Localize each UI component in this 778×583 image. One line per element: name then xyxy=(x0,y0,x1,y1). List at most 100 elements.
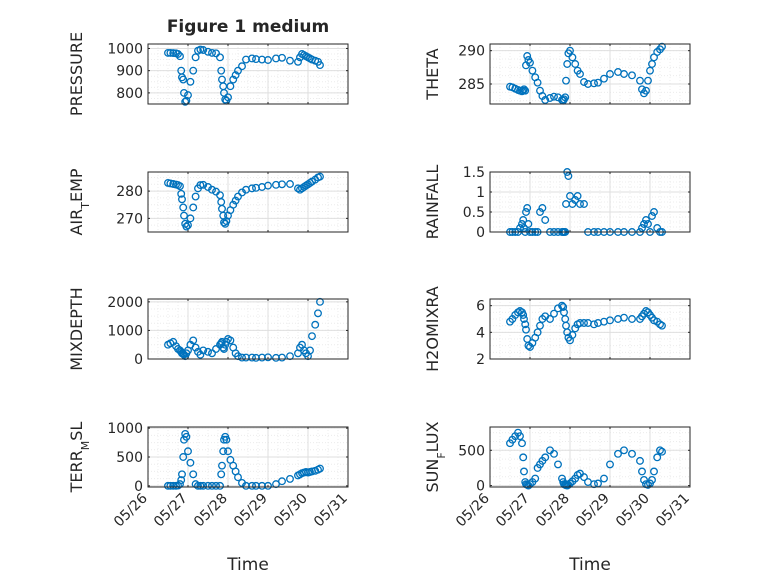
data-point xyxy=(231,196,240,205)
data-point xyxy=(571,324,580,333)
data-point xyxy=(191,343,200,352)
y-axis-label: MIXDEPTH xyxy=(67,287,86,370)
data-point xyxy=(212,345,220,353)
data-point xyxy=(177,476,186,485)
subplot-sun_flux: 0 500 05/26 05/27 05/28 05/29 05/30 05/31 SUNFLU… xyxy=(423,421,693,575)
data-point xyxy=(571,60,580,68)
data-point xyxy=(536,321,544,330)
data-point xyxy=(180,211,188,220)
data-point xyxy=(580,78,588,86)
data-point xyxy=(208,349,216,358)
data-point xyxy=(217,470,226,479)
y-tick-label: 1000 xyxy=(107,421,143,437)
data-point xyxy=(182,432,191,441)
data-point xyxy=(264,181,272,190)
data-point xyxy=(286,474,294,483)
data-point xyxy=(523,204,532,212)
data-point xyxy=(636,76,644,85)
data-point xyxy=(550,309,558,318)
data-point xyxy=(580,319,588,327)
data-point xyxy=(196,181,205,190)
data-point xyxy=(642,86,650,95)
data-point xyxy=(186,77,195,86)
data-point xyxy=(191,192,200,201)
data-point xyxy=(533,328,542,337)
data-point xyxy=(568,331,577,339)
data-point xyxy=(194,481,202,490)
x-tick-label: 05/30 xyxy=(271,491,311,531)
axes-box xyxy=(489,43,691,105)
data-point xyxy=(234,473,242,482)
data-point xyxy=(226,336,235,345)
x-tick-label: 05/26 xyxy=(111,490,151,530)
data-point xyxy=(164,481,172,490)
data-point xyxy=(238,353,246,362)
data-point xyxy=(204,481,212,490)
data-point xyxy=(628,449,636,458)
data-point xyxy=(179,203,188,212)
data-point xyxy=(208,481,216,490)
data-point xyxy=(181,97,190,106)
data-point xyxy=(600,474,608,483)
data-point xyxy=(229,75,238,84)
data-point xyxy=(248,184,256,193)
y-tick-label: 0 xyxy=(134,352,143,368)
data-point xyxy=(526,343,534,351)
axes-box xyxy=(489,298,691,360)
data-point xyxy=(576,70,584,78)
data-point xyxy=(518,439,526,448)
data-point xyxy=(580,200,588,208)
x-tick-label: 05/29 xyxy=(231,491,271,531)
data-point xyxy=(566,192,574,200)
data-point xyxy=(177,189,186,198)
data-point xyxy=(644,220,652,228)
data-point xyxy=(212,49,220,58)
subplot-rainfall: 0 0.5 1 1.5 RAINFALL xyxy=(423,165,691,241)
data-point xyxy=(199,346,208,355)
data-point xyxy=(224,447,232,456)
y-tick-label: 1 xyxy=(476,185,485,201)
data-point xyxy=(234,192,242,201)
data-point xyxy=(541,216,550,224)
data-point xyxy=(640,475,648,484)
y-tick-label: 6 xyxy=(476,299,485,315)
data-point xyxy=(316,464,324,473)
data-point xyxy=(520,315,528,323)
data-point xyxy=(220,345,228,353)
data-point xyxy=(218,461,226,470)
data-point xyxy=(522,208,530,216)
data-point xyxy=(561,93,570,102)
data-point xyxy=(580,473,588,482)
data-point xyxy=(658,447,666,456)
data-point xyxy=(650,467,658,476)
x-tick-label: 05/31 xyxy=(653,491,693,531)
y-axis-label: THETA xyxy=(423,48,442,100)
data-point xyxy=(519,453,528,462)
data-point xyxy=(644,480,652,489)
data-point xyxy=(528,66,537,75)
data-point xyxy=(176,52,184,61)
data-point xyxy=(520,85,528,94)
data-point xyxy=(638,85,646,94)
data-point xyxy=(278,53,286,62)
data-point xyxy=(546,94,554,102)
y-tick-label: 280 xyxy=(116,184,143,200)
data-point xyxy=(222,435,231,444)
data-point xyxy=(199,180,208,189)
data-point xyxy=(620,70,628,78)
data-point xyxy=(546,315,554,323)
data-point xyxy=(178,195,186,204)
y-axis-label: AIRTEMP xyxy=(67,168,92,235)
data-point xyxy=(234,66,242,75)
data-point xyxy=(522,325,530,334)
subplot-air_temp: 270 280 AIRTEMP xyxy=(67,168,349,236)
data-point xyxy=(564,172,573,180)
y-tick-label: 800 xyxy=(116,86,143,102)
data-point xyxy=(199,46,208,54)
data-point xyxy=(536,208,544,216)
y-tick-label: 2000 xyxy=(107,295,143,311)
data-point xyxy=(521,86,530,95)
data-point xyxy=(208,185,216,194)
data-point xyxy=(516,224,524,232)
data-point xyxy=(594,78,602,87)
